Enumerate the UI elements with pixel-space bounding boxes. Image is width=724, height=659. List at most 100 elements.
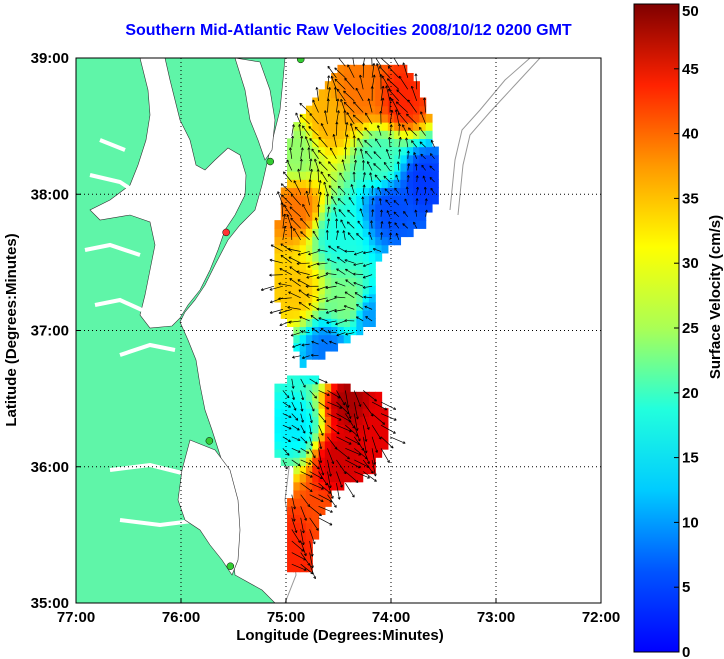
velocity-arrow [309, 564, 316, 579]
velocity-cell [287, 547, 294, 556]
velocity-cell [375, 391, 383, 401]
velocity-arrow [387, 78, 400, 90]
velocity-arrow [344, 134, 348, 148]
velocity-cell [362, 72, 370, 82]
velocity-arrow [402, 62, 409, 78]
velocity-arrow [423, 97, 426, 113]
velocity-cell [299, 154, 307, 164]
velocity-cell [337, 277, 345, 287]
velocity-arrowhead [380, 221, 384, 224]
velocity-arrow [299, 316, 310, 322]
velocity-arrow [404, 198, 409, 206]
velocity-cell [356, 457, 364, 466]
velocity-arrowhead [300, 408, 304, 412]
velocity-cell [274, 228, 282, 238]
velocity-cell [343, 449, 351, 458]
velocity-arrowhead [352, 114, 356, 118]
velocity-cell [350, 105, 357, 115]
velocity-cell [318, 310, 326, 319]
velocity-arrow [325, 285, 337, 289]
velocity-arrow [318, 317, 328, 322]
velocity-arrowhead [323, 419, 327, 423]
velocity-cell [368, 293, 376, 303]
velocity-arrow [309, 552, 314, 569]
velocity-cell [299, 310, 307, 319]
velocity-arrowhead [376, 63, 379, 66]
velocity-arrowhead [305, 284, 309, 288]
velocity-cell [324, 211, 332, 221]
velocity-arrow [291, 552, 306, 561]
velocity-cell [381, 162, 389, 172]
velocity-arrow [300, 135, 303, 148]
velocity-cell [406, 220, 414, 229]
velocity-arrow [327, 448, 334, 464]
velocity-arrowhead [297, 540, 301, 543]
velocity-cell [318, 269, 326, 278]
velocity-arrowhead [386, 210, 390, 213]
velocity-cell [312, 391, 320, 401]
velocity-cell [280, 187, 288, 197]
x-tick-label: 72:00 [582, 609, 620, 626]
velocity-arrow [326, 309, 337, 314]
velocity-cell [293, 449, 301, 458]
velocity-arrowhead [351, 52, 353, 54]
velocity-cell [375, 162, 383, 172]
velocity-cell [368, 252, 376, 262]
velocity-arrow [371, 220, 373, 229]
velocity-cell [337, 432, 345, 442]
velocity-cell [387, 220, 395, 229]
velocity-arrowhead [419, 141, 423, 145]
velocity-cell [293, 538, 301, 548]
velocity-arrow [300, 540, 307, 556]
velocity-cell [318, 138, 326, 148]
velocity-arrow [353, 390, 361, 407]
velocity-arrow [333, 207, 337, 217]
velocity-arrow [291, 540, 304, 552]
velocity-arrow [309, 494, 324, 502]
velocity-arrowhead [397, 112, 401, 116]
velocity-cell [375, 211, 383, 221]
colorbar-tick-label: 30 [682, 255, 699, 272]
velocity-arrowhead [415, 175, 419, 178]
velocity-cell [337, 424, 345, 434]
velocity-cell [343, 236, 351, 246]
velocity-arrowhead [309, 168, 313, 172]
velocity-cell [413, 138, 420, 148]
velocity-cell [318, 187, 326, 197]
velocity-arrowhead [323, 110, 327, 113]
velocity-arrow [330, 147, 337, 159]
velocity-arrowhead [280, 243, 284, 247]
velocity-cell [312, 440, 320, 450]
velocity-cell [331, 146, 339, 156]
velocity-arrow [398, 137, 401, 148]
velocity-cell [274, 269, 282, 278]
velocity-cell [400, 171, 408, 180]
velocity-cell [305, 310, 313, 319]
velocity-arrowhead [339, 172, 343, 176]
velocity-arrowhead [364, 139, 368, 143]
velocity-arrow [371, 58, 373, 67]
velocity-cell [375, 187, 383, 197]
velocity-cell [324, 432, 332, 442]
velocity-arrowhead [289, 147, 292, 151]
velocity-arrow [406, 186, 409, 194]
velocity-arrow [397, 161, 400, 171]
velocity-cell [362, 203, 370, 213]
velocity-cell [375, 220, 383, 229]
velocity-cell [274, 391, 282, 401]
velocity-arrow [308, 303, 319, 310]
velocity-cell [419, 220, 427, 229]
velocity-arrow [327, 436, 338, 450]
velocity-arrow [406, 113, 417, 125]
velocity-cell [425, 187, 433, 197]
velocity-cell [400, 154, 408, 164]
velocity-cell [331, 326, 339, 336]
velocity-arrowhead [260, 288, 264, 291]
velocity-arrowhead [385, 85, 389, 89]
velocity-cell [356, 228, 364, 238]
velocity-cell [287, 440, 294, 450]
velocity-cell [381, 195, 389, 205]
velocity-cell [368, 449, 376, 458]
velocity-cell [305, 555, 313, 565]
